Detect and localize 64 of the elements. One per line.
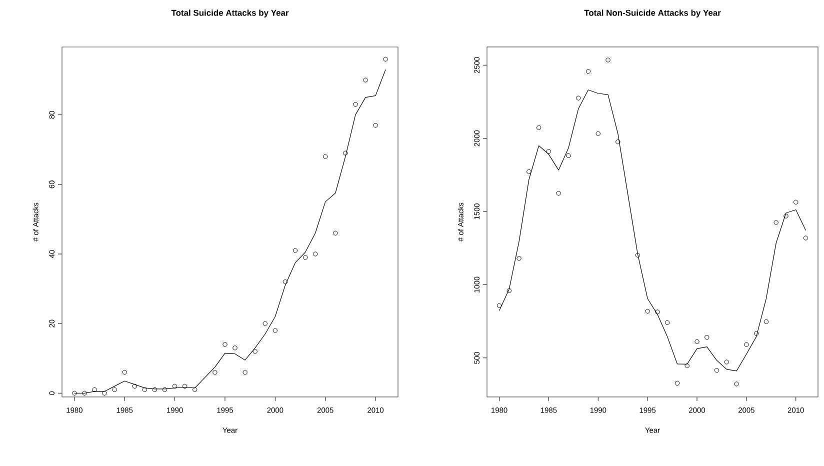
point	[536, 125, 542, 130]
point	[744, 342, 749, 347]
point	[714, 368, 720, 373]
point	[606, 58, 610, 62]
point	[664, 320, 670, 325]
point	[586, 69, 591, 74]
point	[674, 380, 680, 386]
point	[323, 154, 328, 159]
point	[754, 331, 759, 336]
point	[734, 382, 739, 386]
point	[383, 56, 388, 62]
point	[122, 370, 127, 375]
point	[616, 139, 620, 144]
point	[694, 339, 700, 344]
point	[192, 387, 198, 392]
point	[363, 78, 368, 82]
point	[556, 190, 561, 196]
point	[566, 153, 571, 158]
point	[82, 390, 87, 396]
point	[152, 387, 158, 392]
point	[212, 370, 218, 375]
point	[252, 349, 258, 354]
point	[222, 342, 228, 347]
point	[794, 200, 798, 204]
point	[526, 169, 532, 174]
point	[764, 319, 769, 324]
point	[645, 308, 650, 314]
point	[302, 255, 308, 260]
point	[803, 236, 808, 240]
point	[262, 321, 268, 326]
point	[684, 363, 690, 368]
point	[242, 370, 248, 375]
point	[132, 384, 138, 389]
point	[373, 122, 378, 128]
point	[102, 390, 107, 396]
point	[576, 96, 581, 100]
point	[784, 214, 788, 218]
point	[353, 102, 358, 107]
point	[272, 328, 278, 333]
point	[142, 387, 148, 392]
point	[333, 230, 338, 236]
point	[596, 131, 600, 136]
chart-title: Total Suicide Attacks by Year	[171, 10, 289, 18]
point	[172, 384, 178, 389]
point	[635, 252, 640, 258]
point	[774, 220, 778, 225]
point	[162, 387, 168, 392]
point	[292, 248, 298, 253]
point	[496, 303, 502, 308]
point	[516, 256, 522, 261]
point	[312, 252, 318, 256]
point	[232, 346, 238, 350]
point	[112, 387, 117, 392]
point	[182, 384, 188, 389]
point	[506, 288, 512, 294]
point	[282, 279, 288, 284]
line-series	[498, 90, 806, 372]
point	[724, 360, 730, 364]
point	[546, 149, 552, 154]
point	[343, 150, 348, 156]
point	[704, 334, 710, 340]
point	[655, 310, 660, 314]
chart-title: Total Non-Suicide Attacks by Year	[584, 10, 721, 18]
point	[92, 387, 97, 392]
